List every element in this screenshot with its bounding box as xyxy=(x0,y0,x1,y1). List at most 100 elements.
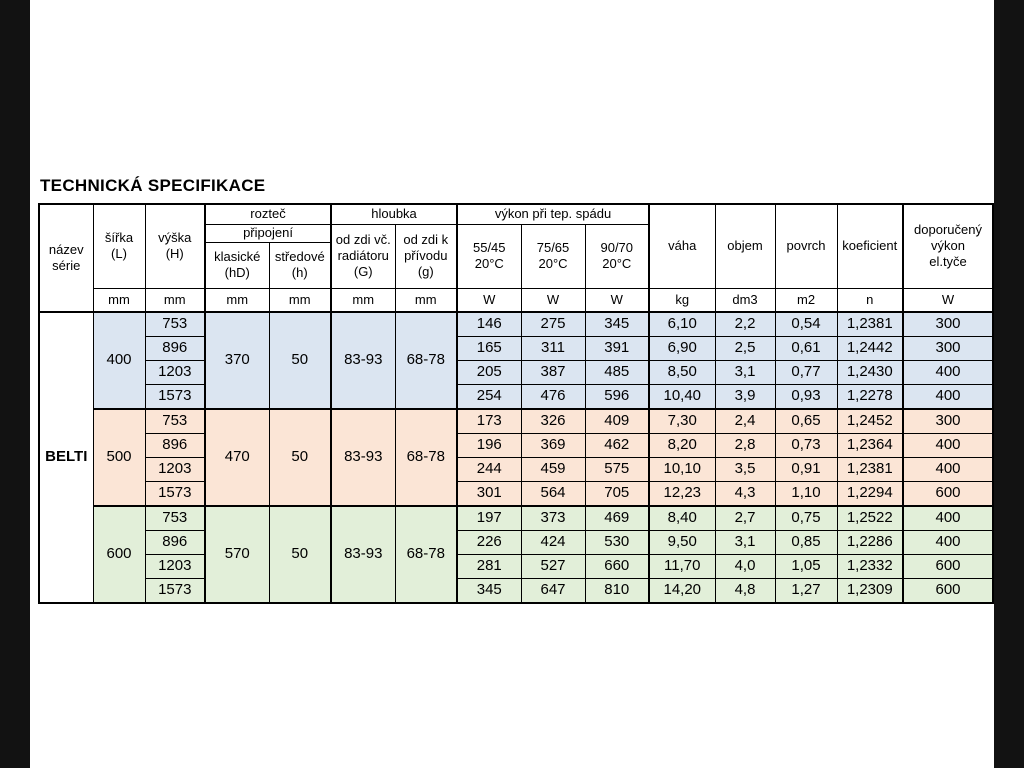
weight-cell: 8,20 xyxy=(648,432,716,458)
unit-weight: kg xyxy=(648,287,716,313)
power-90-70-cell: 530 xyxy=(584,529,650,555)
coefficient-cell: 1,2364 xyxy=(836,432,904,458)
power-90-70-cell: 660 xyxy=(584,553,650,579)
col-header-series-name: název série xyxy=(38,203,94,312)
recommended-power-cell: 600 xyxy=(902,480,994,506)
weight-cell: 6,10 xyxy=(648,310,716,337)
surface-cell: 0,61 xyxy=(774,335,838,361)
surface-cell: 0,85 xyxy=(774,529,838,555)
depth-from-wall-radiator-cell: 83-93 xyxy=(330,504,396,603)
power-90-70-cell: 462 xyxy=(584,432,650,458)
power-55-45-cell: 226 xyxy=(456,529,522,555)
surface-cell: 0,75 xyxy=(774,504,838,531)
table-row: 500 753 470 50 83-93 68-78 173 326 409 7,30 2,4 0,6… xyxy=(39,407,994,506)
pitch-classic-cell: 370 xyxy=(204,310,270,409)
power-75-65-cell: 459 xyxy=(520,456,586,482)
power-75-65-cell: 373 xyxy=(520,504,586,531)
recommended-power-cell: 400 xyxy=(902,456,994,482)
coefficient-cell: 1,2430 xyxy=(836,359,904,385)
col-header-pitch: rozteč xyxy=(204,203,332,225)
power-55-45-cell: 301 xyxy=(456,480,522,506)
table-row: 1203 281 527 660 11,70 4,0 1,05 1,2332 600 xyxy=(39,553,994,579)
weight-cell: 12,23 xyxy=(648,480,716,506)
recommended-power-cell: 400 xyxy=(902,529,994,555)
power-75-65-cell: 564 xyxy=(520,480,586,506)
power-90-70-cell: 391 xyxy=(584,335,650,361)
height-cell: 753 xyxy=(144,407,206,434)
table-row: 896 226 424 530 9,50 3,1 0,85 1,2286 400 xyxy=(39,529,994,555)
unit-recommended-power: W xyxy=(902,287,994,313)
coefficient-cell: 1,2452 xyxy=(836,407,904,434)
power-75-65-cell: 369 xyxy=(520,432,586,458)
width-cell: 600 xyxy=(92,504,146,603)
col-header-pitch-central: středové (h) xyxy=(268,241,332,289)
width-cell: 400 xyxy=(92,310,146,409)
height-cell: 753 xyxy=(144,310,206,337)
col-header-recommended-power: doporučený výkon el.tyče xyxy=(902,203,994,289)
volume-cell: 2,5 xyxy=(714,335,776,361)
weight-cell: 10,40 xyxy=(648,383,716,409)
weight-cell: 14,20 xyxy=(648,577,716,603)
unit-power-55-45: W xyxy=(456,287,522,313)
recommended-power-cell: 400 xyxy=(902,359,994,385)
volume-cell: 2,2 xyxy=(714,310,776,337)
power-90-70-cell: 810 xyxy=(584,577,650,603)
table-row: 896 196 369 462 8,20 2,8 0,73 1,2364 400 xyxy=(39,432,994,458)
header-row-2: připojení od zdi vč. radiátoru (G) od zd… xyxy=(39,223,993,289)
left-black-edge xyxy=(0,0,30,768)
height-cell: 1573 xyxy=(144,480,206,506)
table-row: 1573 254 476 596 10,40 3,9 0,93 1,2278 400 xyxy=(39,383,994,409)
power-75-65-cell: 311 xyxy=(520,335,586,361)
power-75-65-cell: 476 xyxy=(520,383,586,409)
recommended-power-cell: 400 xyxy=(902,504,994,531)
depth-from-wall-supply-cell: 68-78 xyxy=(394,407,458,506)
height-cell: 1203 xyxy=(144,456,206,482)
col-header-gradient-75-65: 75/65 20°C xyxy=(520,223,586,289)
power-75-65-cell: 275 xyxy=(520,310,586,337)
surface-cell: 0,65 xyxy=(774,407,838,434)
weight-cell: 8,40 xyxy=(648,504,716,531)
surface-cell: 0,54 xyxy=(774,310,838,337)
surface-cell: 0,77 xyxy=(774,359,838,385)
unit-depth-radiator: mm xyxy=(330,287,396,313)
spec-table-body: BELTI 400 753 370 50 83-93 68-78 146 275 345 6,10 2… xyxy=(38,310,994,603)
col-header-volume: objem xyxy=(714,203,776,289)
coefficient-cell: 1,2522 xyxy=(836,504,904,531)
recommended-power-cell: 400 xyxy=(902,383,994,409)
table-row: 1203 205 387 485 8,50 3,1 0,77 1,2430 400 xyxy=(39,359,994,385)
col-header-depth-supply: od zdi k přívodu (g) xyxy=(394,223,458,289)
surface-cell: 0,93 xyxy=(774,383,838,409)
surface-cell: 0,73 xyxy=(774,432,838,458)
volume-cell: 2,4 xyxy=(714,407,776,434)
col-header-width: šířka (L) xyxy=(92,203,146,289)
recommended-power-cell: 600 xyxy=(902,577,994,603)
width-cell: 500 xyxy=(92,407,146,506)
height-cell: 1203 xyxy=(144,359,206,385)
unit-volume: dm3 xyxy=(714,287,776,313)
height-cell: 753 xyxy=(144,504,206,531)
weight-cell: 9,50 xyxy=(648,529,716,555)
power-90-70-cell: 409 xyxy=(584,407,650,434)
volume-cell: 4,3 xyxy=(714,480,776,506)
power-55-45-cell: 165 xyxy=(456,335,522,361)
pitch-central-cell: 50 xyxy=(268,407,332,506)
height-cell: 1203 xyxy=(144,553,206,579)
power-55-45-cell: 146 xyxy=(456,310,522,337)
col-header-surface: povrch xyxy=(774,203,838,289)
col-header-gradient-90-70: 90/70 20°C xyxy=(584,223,650,289)
col-header-power: výkon při tep. spádu xyxy=(456,203,650,225)
recommended-power-cell: 400 xyxy=(902,432,994,458)
weight-cell: 11,70 xyxy=(648,553,716,579)
depth-from-wall-supply-cell: 68-78 xyxy=(394,310,458,409)
height-cell: 1573 xyxy=(144,383,206,409)
volume-cell: 3,9 xyxy=(714,383,776,409)
power-90-70-cell: 596 xyxy=(584,383,650,409)
surface-cell: 0,91 xyxy=(774,456,838,482)
power-75-65-cell: 647 xyxy=(520,577,586,603)
page-title: TECHNICKÁ SPECIFIKACE xyxy=(40,176,266,195)
power-55-45-cell: 345 xyxy=(456,577,522,603)
power-90-70-cell: 705 xyxy=(584,480,650,506)
col-header-connection: připojení xyxy=(204,223,332,243)
pitch-central-cell: 50 xyxy=(268,310,332,409)
volume-cell: 4,8 xyxy=(714,577,776,603)
